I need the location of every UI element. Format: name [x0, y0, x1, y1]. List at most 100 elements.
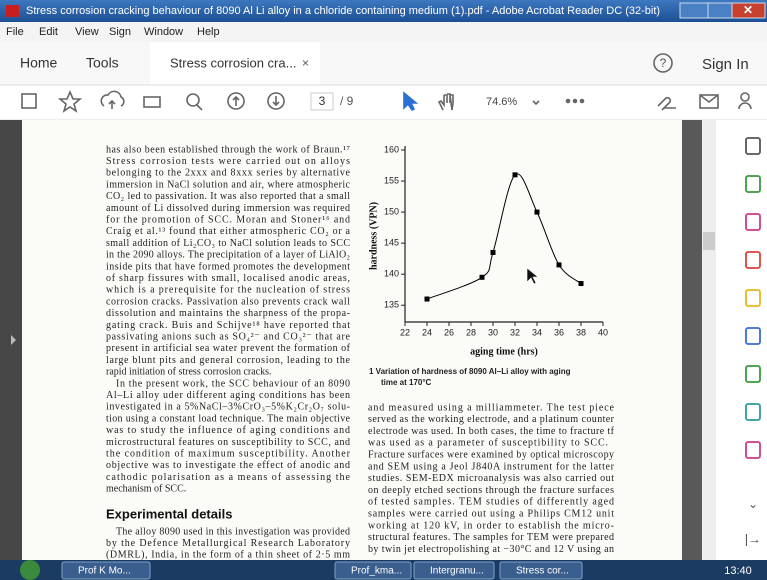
menu-item[interactable]: Sign: [109, 26, 131, 38]
body-line: microstructural features on susceptibili…: [106, 437, 350, 448]
data-point: [557, 262, 562, 267]
taskbar-label: Intergranu...: [430, 566, 484, 577]
body-line: electrode was used. In both cases, the t…: [368, 426, 615, 437]
menu-item[interactable]: File: [6, 26, 24, 38]
x-tick-label: 30: [488, 327, 498, 337]
body-line: In the present work, the SCC behaviour o…: [116, 378, 350, 389]
menu-item[interactable]: Window: [144, 26, 183, 38]
body-line: passivating anions such as SO₄²⁻ and CO₃…: [106, 331, 351, 342]
body-line: Craig et al.¹³ found that either atmosph…: [106, 226, 351, 237]
y-tick-label: 150: [384, 206, 399, 216]
x-tick-label: 26: [444, 327, 454, 337]
clock: 13:40: [724, 565, 752, 577]
app-icon: [6, 5, 19, 17]
collapse-icon[interactable]: ⌄: [748, 497, 758, 511]
body-line: cathodic polarisation as a means of asse…: [106, 472, 351, 483]
x-tick-label: 36: [554, 327, 564, 337]
body-line: amount of Li dissolved during immersion …: [106, 203, 350, 214]
body-line: for the promotion of SCC. Moran and Ston…: [106, 214, 350, 225]
data-point: [480, 275, 485, 280]
body-line: dissolution and maintains the sharpness …: [106, 308, 350, 319]
x-tick-label: 38: [576, 327, 586, 337]
y-tick-label: 145: [384, 238, 399, 248]
taskbar-label: Prof K Mo...: [78, 566, 131, 577]
section-heading: Experimental details: [106, 506, 232, 521]
x-tick-label: 40: [598, 327, 608, 337]
x-tick-label: 28: [466, 327, 476, 337]
body-line: large blunt pits and general corrosion, …: [106, 355, 351, 366]
menu-item[interactable]: Help: [197, 26, 220, 38]
tools-tab[interactable]: Tools: [86, 55, 119, 71]
sign-in[interactable]: Sign In: [702, 56, 749, 73]
minimize-button[interactable]: [680, 3, 708, 18]
body-line: Stress corrosion tests were carried out …: [106, 156, 350, 167]
body-line: The alloy 8090 used in this investigatio…: [116, 526, 350, 537]
body-line: structural features. The samples for TEM…: [368, 532, 614, 543]
x-tick-label: 34: [532, 327, 542, 337]
body-line: small addition of Li₂CO₃ to NaCl solutio…: [106, 238, 350, 249]
body-line: CO₂ led to passivation. It was also repo…: [106, 191, 350, 202]
body-line: and SEM using a Jeol J840A instrument fo…: [368, 461, 615, 472]
maximize-button[interactable]: [708, 3, 732, 18]
body-line: was to study the influence of aging cond…: [106, 425, 350, 436]
body-line: served as the working electrode, and a p…: [368, 414, 615, 425]
menu-item[interactable]: Edit: [39, 26, 58, 38]
y-tick-label: 160: [384, 144, 399, 154]
body-line: present in artificial sea water prevent …: [106, 343, 351, 354]
start-button[interactable]: [20, 560, 40, 580]
y-tick-label: 155: [384, 175, 399, 185]
taskbar-label: Stress cor...: [516, 566, 569, 577]
body-line: samples were carried out using a Philips…: [368, 508, 614, 519]
data-point: [535, 210, 540, 215]
document-tab-label: Stress corrosion cra...: [170, 55, 296, 70]
body-line: objective was to investigate the effect …: [106, 460, 350, 471]
body-line: by twin jet electropolishing at −30°C an…: [368, 544, 614, 555]
y-tick-label: 140: [384, 269, 399, 279]
body-line: by the Defence Metallurgical Research La…: [106, 538, 350, 549]
expand-icon[interactable]: |→: [745, 531, 761, 546]
body-line: Fracture surfaces were examined by optic…: [368, 449, 614, 460]
acrobat-window: Stress corrosion cracking behaviour of 8…: [0, 0, 767, 580]
x-tick-label: 24: [422, 327, 432, 337]
body-line: investigated in a 5%NaCl–3%CrO₃–5%K₂Cr₂O…: [106, 402, 350, 413]
data-point: [425, 297, 430, 302]
page-number: 3: [319, 94, 326, 108]
menu-item[interactable]: View: [75, 26, 99, 38]
body-line: mechanism of SCC.: [106, 484, 186, 495]
body-line: (DMRL), India, in the form of a thin she…: [106, 550, 350, 561]
home-tab[interactable]: Home: [20, 55, 58, 71]
x-tick-label: 22: [400, 327, 410, 337]
page-count: / 9: [340, 94, 354, 108]
body-line: belonging to the 2xxx and 8xxx series by…: [106, 168, 351, 179]
body-line: of tested samples. TEM studies of differ…: [368, 497, 614, 508]
body-line: the condition of maximum susceptibility.…: [106, 448, 351, 459]
figure-caption: time at 170°C: [381, 378, 432, 387]
body-line: Al–Li alloy uder different aging conditi…: [106, 390, 350, 401]
close-tab[interactable]: ×: [302, 56, 309, 70]
page-gutter: [682, 120, 702, 560]
body-line: working at 120 kV, in order to establish…: [368, 520, 614, 531]
data-point: [513, 172, 518, 177]
scrollbar[interactable]: [702, 120, 716, 560]
body-line: inside pits that have formed promotes th…: [106, 261, 350, 272]
figure-caption: 1 Variation of hardness of 8090 Al–Li al…: [369, 367, 571, 376]
body-line: corrosion cracks. Passivation also preve…: [106, 296, 350, 307]
window-title: Stress corrosion cracking behaviour of 8…: [26, 5, 660, 17]
body-line: studies. SEM-EDX microanalysis was also …: [368, 473, 614, 484]
scroll-thumb[interactable]: [703, 232, 715, 250]
body-line: in the 2090 alloys. The precipitation of…: [106, 250, 350, 261]
body-line: was used as a parameter of susceptibilit…: [368, 438, 608, 449]
body-line: on deeply etched sections through the fr…: [368, 485, 614, 496]
help-mark: ?: [660, 56, 667, 70]
body-line: of sharp fissures with small, localised …: [106, 273, 350, 284]
data-point: [491, 250, 496, 255]
body-line: gating crack. Buis and Schijve¹⁸ have re…: [106, 320, 350, 331]
close-icon: ✕: [743, 3, 753, 17]
data-point: [579, 281, 584, 286]
y-axis-label: hardness (VPN): [368, 202, 379, 270]
x-axis-label: aging time (hrs): [470, 346, 538, 357]
body-line: which is a prerequisite for the nucleati…: [106, 285, 350, 296]
body-line: has also been established through the wo…: [106, 144, 351, 155]
body-line: and measured using a milliammeter. The t…: [368, 402, 615, 413]
zoom-level[interactable]: 74.6%: [486, 96, 517, 108]
